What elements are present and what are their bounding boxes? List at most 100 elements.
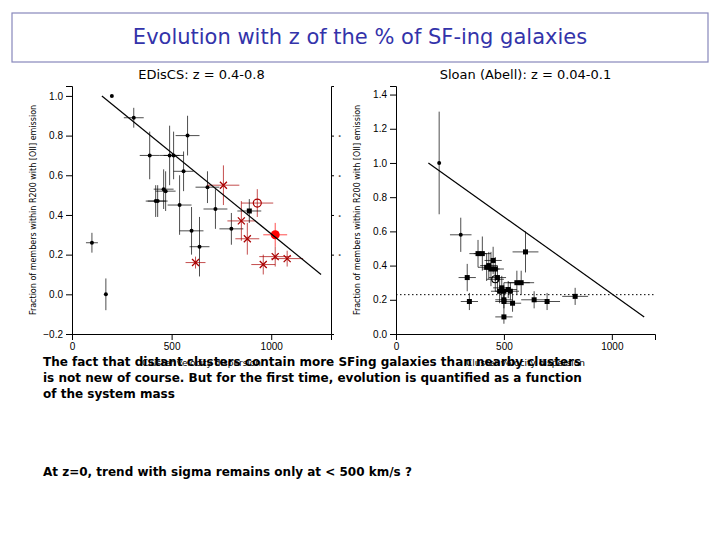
tick-label: 1.2 — [373, 123, 387, 134]
data-point — [178, 203, 182, 207]
y2-axis: · · · · — [331, 87, 342, 335]
tick: · — [331, 127, 342, 144]
series — [459, 231, 589, 323]
tick: 1000 — [261, 334, 284, 352]
data-point — [514, 280, 519, 285]
tick-label: 1000 — [601, 341, 624, 352]
reference-line — [396, 294, 655, 295]
annotation-line: of the system mass — [43, 387, 175, 401]
data-point — [253, 199, 261, 207]
tick: · — [331, 207, 342, 224]
tick-mark — [390, 266, 396, 267]
tick: 0.8 — [373, 192, 396, 203]
annotation: At z=0, trend with sigma remains only at… — [43, 465, 412, 479]
tick-mark — [331, 255, 334, 256]
tick: 1.4 — [373, 89, 396, 100]
y-axis: 0.00.20.40.60.81.01.21.4 — [373, 87, 396, 340]
data-point — [238, 217, 245, 224]
tick-label: 0 — [70, 341, 76, 352]
y-axis-line — [66, 87, 73, 335]
panel-title: EDisCS: z = 0.4-0.8 — [138, 67, 264, 82]
tick: 0.0 — [373, 329, 396, 340]
tick: 1.0 — [49, 91, 72, 102]
tick-mark — [390, 197, 396, 198]
title: Evolution with z of the % of SF-ing gala… — [133, 25, 587, 49]
tick-mark — [612, 334, 613, 340]
plot-background — [72, 86, 331, 334]
data-point — [260, 261, 267, 268]
data-point — [110, 94, 114, 98]
tick-mark — [390, 334, 396, 335]
x-axis-line — [397, 335, 656, 341]
data-point — [467, 299, 472, 304]
marks — [396, 112, 655, 324]
tick-mark — [331, 136, 334, 137]
data-point — [545, 299, 550, 304]
tick-mark — [504, 334, 505, 340]
y-axis-line — [390, 87, 397, 335]
tick-mark — [66, 136, 72, 137]
tick-label: 500 — [164, 341, 181, 352]
tick-label: 0.8 — [373, 192, 387, 203]
y-error-bar — [257, 189, 258, 217]
tick-label: · — [337, 207, 342, 224]
data-point — [213, 207, 217, 211]
y-axis-title: Fraction of members within R200 with [OI… — [29, 105, 38, 315]
tick-label: · — [337, 246, 342, 263]
tick: 1000 — [601, 334, 624, 352]
data-point — [532, 297, 537, 302]
tick-label: 0.2 — [49, 249, 63, 260]
data-point — [186, 134, 190, 138]
tick-label: −0.2 — [43, 329, 63, 340]
data-point — [284, 255, 291, 262]
tick: 500 — [164, 334, 181, 352]
data-point — [205, 185, 209, 189]
tick-mark — [66, 175, 72, 176]
data-point — [247, 208, 252, 213]
series — [396, 294, 655, 295]
data-point — [104, 292, 108, 296]
y-axis-title: Fraction of members within R200 with [OI… — [353, 105, 362, 315]
data-point — [501, 314, 506, 319]
trend-line — [102, 96, 321, 275]
series — [102, 96, 321, 275]
tick: 0.2 — [49, 249, 72, 260]
data-point — [501, 297, 506, 302]
plot-background — [396, 86, 655, 334]
tick-mark — [390, 95, 396, 96]
data-point — [508, 289, 513, 294]
data-point — [198, 245, 202, 249]
title-box: Evolution with z of the % of SF-ing gala… — [12, 13, 708, 62]
data-point — [190, 229, 194, 233]
tick-label: 0.0 — [49, 289, 63, 300]
tick-label: 0.4 — [373, 260, 387, 271]
panel-title: Sloan (Abell): z = 0.04-0.1 — [440, 67, 611, 82]
tick: −0.2 — [43, 329, 72, 340]
annotation-line: At z=0, trend with sigma remains only at… — [43, 465, 412, 479]
tick-label: 0.0 — [373, 329, 387, 340]
tick-label: · — [337, 167, 342, 184]
data-point — [168, 153, 172, 157]
data-point — [437, 161, 441, 165]
tick-mark — [331, 215, 334, 216]
data-point — [491, 258, 496, 263]
tick: · — [331, 167, 342, 184]
annotation-line: is not new of course. But for the first … — [43, 371, 582, 385]
data-point — [510, 301, 515, 306]
tick-mark — [390, 231, 396, 232]
tick-label: 0.8 — [49, 130, 63, 141]
panel: 05001000−0.20.00.20.40.60.81.0····EDisCS… — [29, 67, 342, 368]
title-frame — [12, 13, 708, 62]
tick-mark — [66, 96, 72, 97]
tick: 0.2 — [373, 294, 396, 305]
tick: 0.6 — [373, 226, 396, 237]
tick-label: 1.4 — [373, 89, 387, 100]
series — [237, 199, 261, 223]
data-point — [459, 233, 463, 237]
tick-mark — [66, 334, 72, 335]
tick-mark — [390, 163, 396, 164]
data-point — [519, 280, 524, 285]
tick-label: 0.4 — [49, 210, 63, 221]
data-point — [182, 169, 186, 173]
data-point — [90, 241, 94, 245]
